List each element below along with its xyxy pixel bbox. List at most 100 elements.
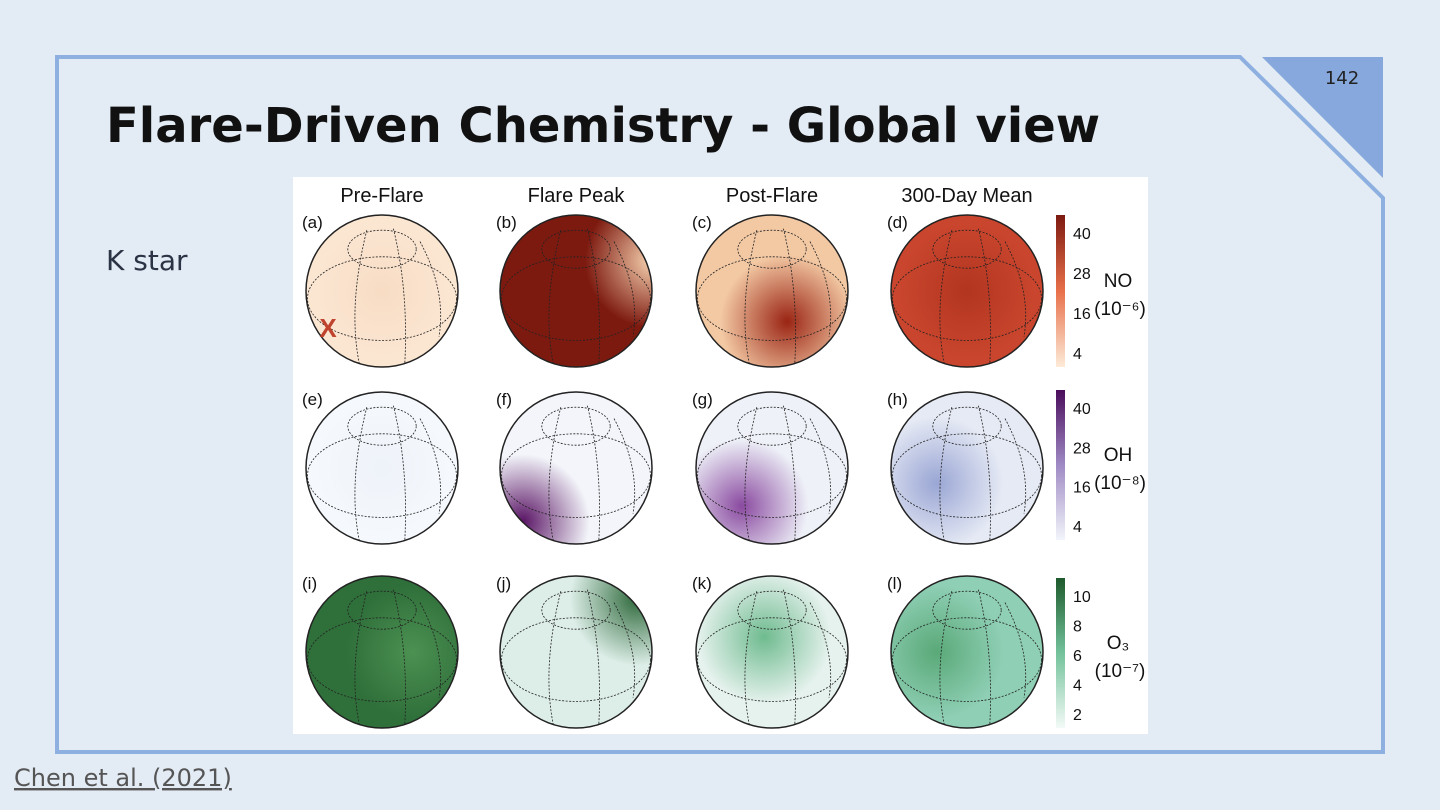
grid-line xyxy=(307,617,457,702)
grid-line xyxy=(809,418,832,514)
panel-label: (g) xyxy=(692,390,713,409)
panel-label: (c) xyxy=(692,213,712,232)
grid-line xyxy=(307,256,457,341)
grid-line xyxy=(587,589,600,725)
grid-line xyxy=(587,228,600,364)
column-header: Post-Flare xyxy=(726,185,818,207)
grid-line xyxy=(1004,418,1027,514)
grid-line xyxy=(419,418,442,514)
citation-link[interactable]: Chen et al. (2021) xyxy=(14,764,232,792)
grid-line xyxy=(978,405,991,541)
page-number: 142 xyxy=(1325,68,1359,89)
species-label: NO xyxy=(1104,271,1133,292)
unit-label: (10⁻⁷) xyxy=(1095,661,1146,682)
grid-line xyxy=(393,228,406,364)
grid-line xyxy=(939,230,953,364)
grid-line xyxy=(932,229,1002,269)
grid-line xyxy=(1004,602,1027,698)
colorbar-tick: 2 xyxy=(1073,707,1082,724)
colorbar-tick: 28 xyxy=(1073,440,1091,457)
colorbar-tick: 40 xyxy=(1073,226,1091,243)
globe xyxy=(890,214,1044,368)
panel-label: (b) xyxy=(496,213,517,232)
globe xyxy=(695,214,849,368)
panel-label: (a) xyxy=(302,213,323,232)
grid-line xyxy=(737,590,807,630)
globe xyxy=(305,391,459,545)
grid-line xyxy=(307,433,457,518)
colorbar-tick: 10 xyxy=(1073,589,1091,606)
grid-line xyxy=(783,228,796,364)
grid-line xyxy=(744,230,758,364)
column-header: Pre-Flare xyxy=(340,185,423,207)
grid-line xyxy=(892,256,1042,341)
species-label: OH xyxy=(1104,445,1133,466)
colorbar-tick: 16 xyxy=(1073,480,1091,497)
grid-line xyxy=(501,617,651,702)
grid-line xyxy=(939,591,953,725)
panel-label: (h) xyxy=(887,390,908,409)
colorbar-tick: 40 xyxy=(1073,401,1091,418)
grid-line xyxy=(744,407,758,541)
panel-label: (e) xyxy=(302,390,323,409)
colorbar-tick: 4 xyxy=(1073,519,1082,536)
globe xyxy=(305,214,459,368)
panel-label: (d) xyxy=(887,213,908,232)
grid-line xyxy=(347,229,417,269)
grid-line xyxy=(697,256,847,341)
globe xyxy=(499,391,653,545)
species-label: O₃ xyxy=(1107,633,1130,654)
grid-line xyxy=(1004,241,1027,337)
grid-line xyxy=(548,591,562,725)
corner-decoration xyxy=(1262,57,1383,178)
grid-line xyxy=(613,418,636,514)
colorbar-tick: 4 xyxy=(1073,346,1082,363)
grid-line xyxy=(501,433,651,518)
grid-line xyxy=(548,407,562,541)
colorbar xyxy=(1056,578,1065,728)
panel-label: (i) xyxy=(302,574,317,593)
column-header: Flare Peak xyxy=(528,185,626,207)
globe xyxy=(695,391,849,545)
grid-line xyxy=(354,591,368,725)
globe xyxy=(499,214,653,368)
globe xyxy=(695,575,849,729)
grid-line xyxy=(697,617,847,702)
grid-line xyxy=(419,602,442,698)
grid-line xyxy=(737,229,807,269)
grid-line xyxy=(737,406,807,446)
colorbar-tick: 4 xyxy=(1073,678,1082,695)
globe xyxy=(890,391,1044,545)
location-marker: X xyxy=(319,313,337,343)
colorbar-tick: 28 xyxy=(1073,266,1091,283)
grid-line xyxy=(892,617,1042,702)
grid-line xyxy=(932,406,1002,446)
grid-line xyxy=(548,230,562,364)
grid-line xyxy=(744,591,758,725)
colorbar xyxy=(1056,390,1065,540)
grid-line xyxy=(501,256,651,341)
unit-label: (10⁻⁸) xyxy=(1094,473,1146,494)
grid-line xyxy=(541,229,611,269)
grid-line xyxy=(783,405,796,541)
grid-line xyxy=(354,230,368,364)
grid-line xyxy=(587,405,600,541)
globe xyxy=(890,575,1044,729)
panel-label: (l) xyxy=(887,574,902,593)
grid-line xyxy=(347,590,417,630)
grid-line xyxy=(809,241,832,337)
panel-label: (f) xyxy=(496,390,512,409)
column-header: 300-Day Mean xyxy=(901,185,1032,207)
slide-title: Flare-Driven Chemistry - Global view xyxy=(106,98,1100,154)
grid-line xyxy=(613,241,636,337)
grid-line xyxy=(809,602,832,698)
unit-label: (10⁻⁶) xyxy=(1094,299,1146,320)
grid-line xyxy=(978,228,991,364)
grid-line xyxy=(697,433,847,518)
grid-line xyxy=(978,589,991,725)
grid-line xyxy=(932,590,1002,630)
panel-label: (k) xyxy=(692,574,712,593)
grid-line xyxy=(541,590,611,630)
panel-label: (j) xyxy=(496,574,511,593)
